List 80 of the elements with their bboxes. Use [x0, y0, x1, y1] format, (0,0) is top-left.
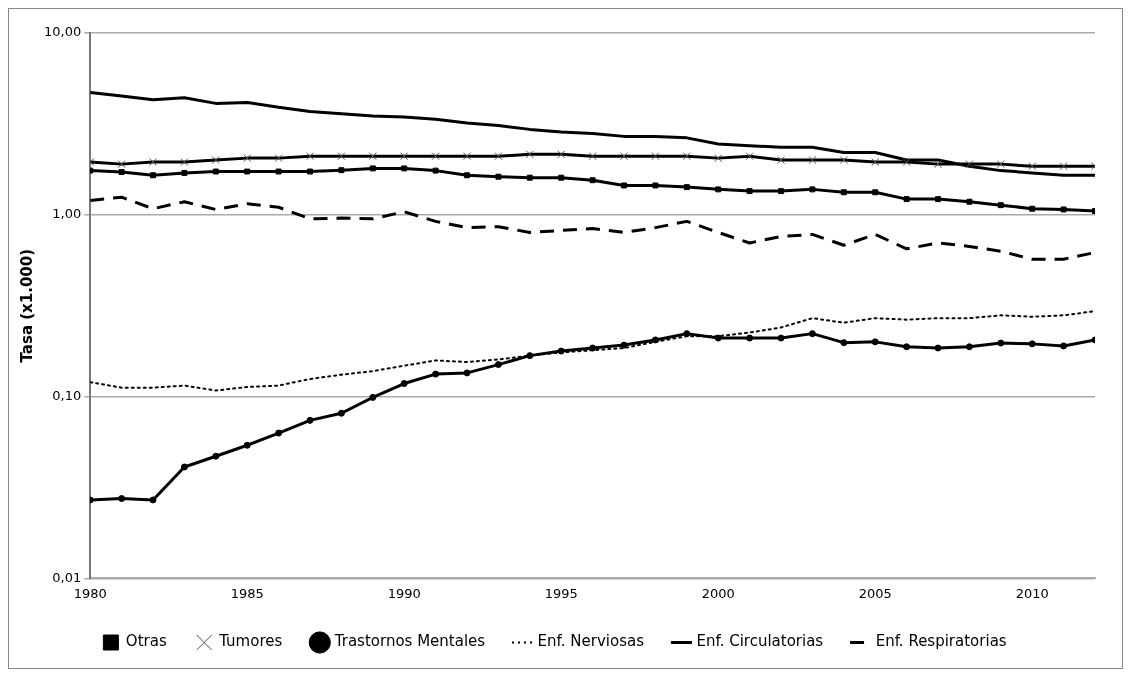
point — [903, 343, 911, 351]
point — [494, 361, 502, 369]
point — [275, 168, 282, 175]
point — [150, 172, 156, 179]
point — [683, 330, 691, 338]
point — [275, 429, 283, 437]
point — [715, 186, 722, 193]
legend-label: Enf. Respiratorias — [875, 632, 1007, 651]
point — [840, 339, 848, 347]
point — [118, 169, 125, 175]
point — [243, 441, 251, 449]
x-tick-label: 1990 — [387, 585, 421, 601]
point — [338, 167, 345, 174]
point — [400, 380, 408, 388]
point — [683, 184, 690, 191]
x-tick-label: 2010 — [1015, 585, 1049, 601]
point — [809, 186, 816, 193]
x-tick-label: 1995 — [544, 585, 578, 601]
point — [212, 168, 219, 175]
point — [149, 496, 157, 504]
point — [651, 336, 659, 344]
point — [369, 393, 377, 401]
y-tick-label: 1,00 — [52, 206, 82, 222]
point — [1060, 206, 1067, 213]
point — [244, 168, 251, 175]
point — [181, 169, 188, 176]
point — [464, 172, 470, 179]
point — [778, 188, 784, 195]
legend-label: Enf. Circulatorias — [696, 632, 824, 651]
point — [840, 189, 847, 196]
point — [777, 334, 785, 342]
point — [621, 182, 627, 189]
point — [495, 173, 502, 180]
x-tick-label: 2005 — [858, 585, 892, 601]
point — [746, 334, 754, 342]
point — [871, 338, 879, 346]
point — [307, 168, 313, 175]
point — [558, 174, 565, 181]
point — [1060, 342, 1068, 350]
point — [180, 463, 188, 471]
point — [966, 198, 973, 205]
point — [714, 334, 722, 342]
legend-label: Enf. Nerviosas — [537, 632, 645, 651]
x-tick-label: 1980 — [73, 585, 107, 601]
point — [589, 344, 597, 352]
point — [1029, 205, 1036, 212]
y-axis-title: Tasa (x1.000) — [17, 248, 36, 363]
point — [526, 352, 534, 360]
point — [401, 165, 408, 172]
point — [934, 344, 942, 352]
point — [369, 165, 376, 172]
y-tick-label: 10,00 — [44, 24, 82, 40]
point — [337, 409, 345, 417]
point — [463, 369, 471, 377]
point — [808, 330, 816, 338]
x-tick-label: 2000 — [701, 585, 735, 601]
point — [557, 347, 565, 355]
point — [526, 174, 533, 181]
point — [746, 188, 753, 195]
point — [432, 167, 439, 174]
point — [118, 495, 126, 503]
y-tick-label: 0,01 — [52, 569, 82, 585]
point — [997, 339, 1005, 347]
point — [965, 343, 973, 351]
point — [652, 182, 659, 189]
legend-label: Trastornos Mentales — [333, 632, 486, 651]
point — [620, 341, 628, 349]
point — [997, 202, 1004, 209]
point — [903, 196, 910, 203]
point — [935, 196, 941, 203]
legend-label: Otras — [125, 632, 167, 651]
point — [212, 452, 220, 460]
point — [872, 189, 879, 196]
y-tick-label: 0,10 — [52, 387, 82, 403]
x-tick-label: 1985 — [230, 585, 264, 601]
legend-label: Tumores — [218, 632, 283, 651]
point — [1028, 340, 1036, 348]
point — [589, 177, 596, 184]
point — [306, 416, 314, 424]
point — [432, 370, 440, 378]
